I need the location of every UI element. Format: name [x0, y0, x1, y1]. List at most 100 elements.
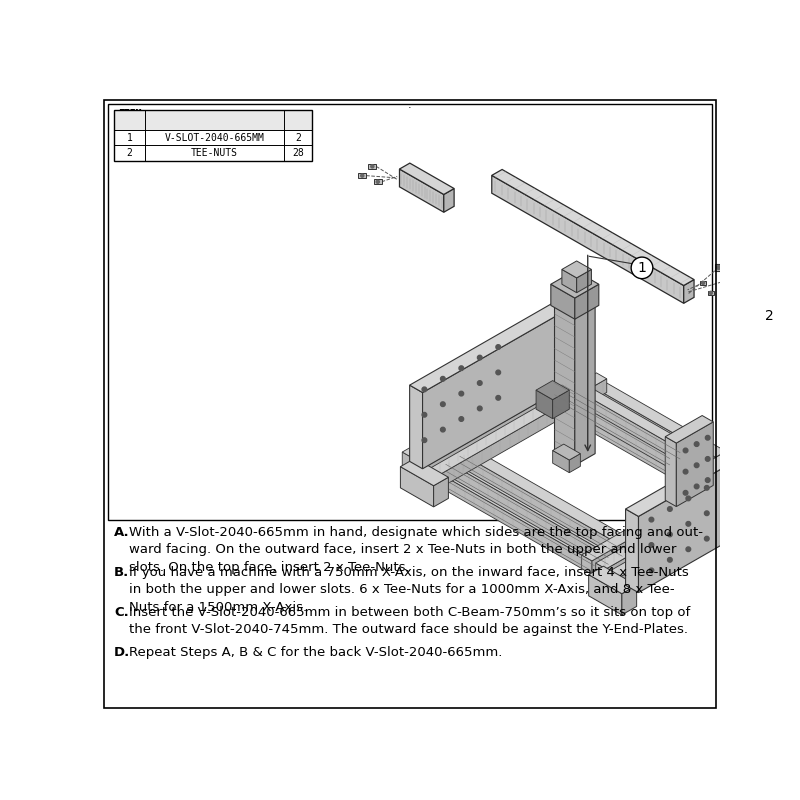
- Polygon shape: [556, 392, 729, 491]
- Polygon shape: [626, 426, 782, 517]
- Polygon shape: [584, 382, 746, 489]
- Polygon shape: [575, 284, 599, 319]
- Polygon shape: [622, 540, 633, 560]
- Circle shape: [717, 266, 721, 270]
- Text: With a V-Slot-2040-665mm in hand, designate which sides are the top facing and o: With a V-Slot-2040-665mm in hand, design…: [130, 526, 703, 574]
- Circle shape: [459, 366, 464, 370]
- Circle shape: [706, 457, 710, 462]
- Polygon shape: [596, 468, 772, 569]
- Bar: [369, 164, 376, 169]
- Circle shape: [710, 291, 712, 294]
- Circle shape: [496, 395, 501, 400]
- Polygon shape: [492, 175, 684, 303]
- Text: ITEM
NO: ITEM NO: [118, 110, 141, 130]
- Polygon shape: [432, 463, 605, 562]
- Circle shape: [706, 435, 710, 440]
- Polygon shape: [422, 310, 566, 469]
- Bar: [700, 281, 706, 285]
- Polygon shape: [582, 460, 758, 561]
- Bar: [114, 110, 312, 130]
- Polygon shape: [570, 384, 742, 483]
- Circle shape: [441, 377, 445, 381]
- Polygon shape: [589, 574, 622, 615]
- Polygon shape: [460, 453, 622, 560]
- Polygon shape: [492, 170, 694, 286]
- Polygon shape: [410, 302, 566, 393]
- Bar: [358, 174, 366, 178]
- Polygon shape: [666, 437, 676, 506]
- Polygon shape: [570, 390, 732, 497]
- Circle shape: [725, 278, 728, 282]
- Circle shape: [706, 478, 710, 482]
- Bar: [714, 264, 722, 270]
- Polygon shape: [402, 452, 413, 471]
- Circle shape: [683, 448, 688, 453]
- Circle shape: [478, 381, 482, 386]
- Circle shape: [683, 490, 688, 495]
- Polygon shape: [434, 478, 448, 507]
- Circle shape: [667, 532, 672, 537]
- Text: TEE-NUTS: TEE-NUTS: [191, 148, 238, 158]
- Circle shape: [361, 174, 364, 177]
- Text: C.: C.: [114, 606, 129, 618]
- Polygon shape: [413, 362, 578, 471]
- Polygon shape: [536, 381, 570, 400]
- Polygon shape: [551, 387, 670, 468]
- Circle shape: [705, 511, 709, 515]
- Circle shape: [686, 547, 690, 551]
- Polygon shape: [620, 482, 786, 590]
- Polygon shape: [410, 385, 422, 469]
- Polygon shape: [551, 382, 679, 455]
- Polygon shape: [399, 169, 444, 212]
- Circle shape: [478, 355, 482, 360]
- Polygon shape: [592, 466, 758, 574]
- Circle shape: [422, 387, 426, 392]
- Circle shape: [459, 391, 464, 396]
- Text: 1: 1: [126, 133, 132, 142]
- Polygon shape: [416, 365, 593, 466]
- Text: A.: A.: [114, 526, 130, 538]
- Polygon shape: [426, 370, 593, 479]
- Circle shape: [371, 165, 374, 168]
- Circle shape: [686, 496, 690, 501]
- Polygon shape: [582, 555, 592, 574]
- Text: 28: 28: [293, 148, 304, 158]
- Polygon shape: [610, 476, 786, 577]
- Polygon shape: [626, 509, 638, 593]
- Circle shape: [422, 413, 426, 417]
- Circle shape: [496, 370, 501, 374]
- Polygon shape: [441, 378, 606, 488]
- Circle shape: [478, 406, 482, 410]
- Circle shape: [683, 470, 688, 474]
- Circle shape: [686, 522, 690, 526]
- Bar: [722, 278, 730, 284]
- Text: D.: D.: [114, 646, 130, 658]
- Polygon shape: [584, 376, 757, 475]
- Text: V-SLOT-2040-665MM: V-SLOT-2040-665MM: [165, 133, 265, 142]
- Text: B.: B.: [114, 566, 129, 578]
- Polygon shape: [401, 466, 434, 507]
- Polygon shape: [608, 548, 618, 568]
- Bar: [708, 290, 714, 295]
- Text: 2: 2: [295, 133, 302, 142]
- Polygon shape: [432, 469, 594, 576]
- Text: If you have a machine with a 750mm X-Axis, on the inward face, insert 4 x Tee-Nu: If you have a machine with a 750mm X-Axi…: [130, 566, 690, 614]
- Polygon shape: [684, 279, 694, 303]
- Polygon shape: [416, 460, 426, 479]
- Circle shape: [694, 442, 699, 446]
- Circle shape: [459, 417, 464, 422]
- Polygon shape: [446, 455, 618, 554]
- Circle shape: [705, 486, 709, 490]
- Polygon shape: [575, 306, 595, 466]
- Bar: [108, 104, 712, 519]
- Polygon shape: [402, 357, 578, 458]
- Polygon shape: [606, 474, 772, 582]
- Circle shape: [649, 542, 654, 547]
- Circle shape: [649, 568, 654, 573]
- Circle shape: [702, 282, 705, 284]
- Polygon shape: [562, 270, 577, 293]
- Polygon shape: [562, 382, 680, 462]
- Circle shape: [422, 438, 426, 442]
- Circle shape: [376, 180, 379, 183]
- Polygon shape: [553, 450, 570, 473]
